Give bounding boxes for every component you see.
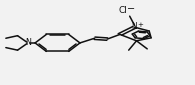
Text: N: N: [132, 22, 137, 31]
Text: N: N: [25, 38, 31, 47]
Text: +: +: [137, 22, 143, 28]
Text: Cl: Cl: [118, 6, 127, 15]
Text: −: −: [127, 4, 136, 14]
